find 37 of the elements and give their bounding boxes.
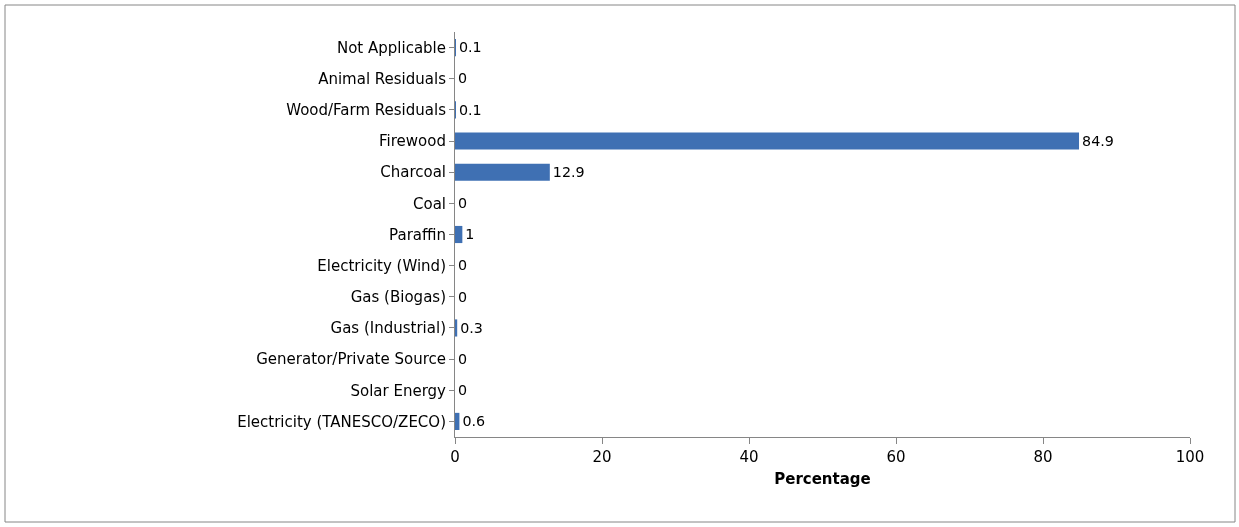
bar	[455, 163, 550, 181]
y-tick-label: Gas (Biogas)	[350, 288, 446, 307]
y-tick-label: Generator/Private Source	[256, 350, 446, 369]
data-label: 0	[458, 195, 468, 212]
data-label: 0.1	[459, 101, 482, 118]
y-tick-label: Solar Energy	[350, 381, 447, 400]
y-tick-label: Coal	[412, 194, 446, 213]
x-tick-label: 40	[739, 448, 759, 466]
data-label: 0	[458, 257, 468, 274]
x-tick-label: 60	[886, 448, 906, 466]
x-tick-label: 80	[1033, 448, 1053, 466]
data-label: 0	[458, 288, 468, 305]
data-label: 0.1	[459, 39, 482, 56]
data-label: 0.6	[462, 413, 486, 430]
y-tick-label: Gas (Industrial)	[330, 319, 446, 338]
y-tick-label: Not Applicable	[336, 38, 446, 57]
x-axis-title: Percentage	[774, 470, 871, 488]
bar	[455, 225, 463, 244]
data-label: 0	[458, 70, 468, 87]
data-label: 12.9	[552, 163, 585, 180]
data-label: 0	[458, 382, 468, 399]
x-tick-label: 100	[1175, 448, 1205, 466]
data-label: 0.3	[460, 319, 483, 336]
y-tick-label: Animal Residuals	[318, 69, 447, 88]
y-tick-label: Electricity (TANESCO/ZECO)	[237, 412, 446, 431]
y-tick-label: Paraffin	[389, 225, 446, 244]
y-tick-label: Wood/Farm Residuals	[286, 101, 447, 120]
y-tick-label: Charcoal	[380, 163, 446, 182]
bar	[455, 132, 1080, 150]
data-label: 0	[458, 350, 468, 367]
y-tick-label: Electricity (Wind)	[317, 256, 446, 275]
data-label: 1	[465, 226, 475, 243]
x-tick-label: 0	[450, 448, 460, 466]
y-tick-label: Firewood	[379, 132, 446, 151]
data-label: 84.9	[1082, 132, 1114, 149]
x-tick-label: 20	[592, 448, 612, 466]
bar	[455, 319, 458, 337]
